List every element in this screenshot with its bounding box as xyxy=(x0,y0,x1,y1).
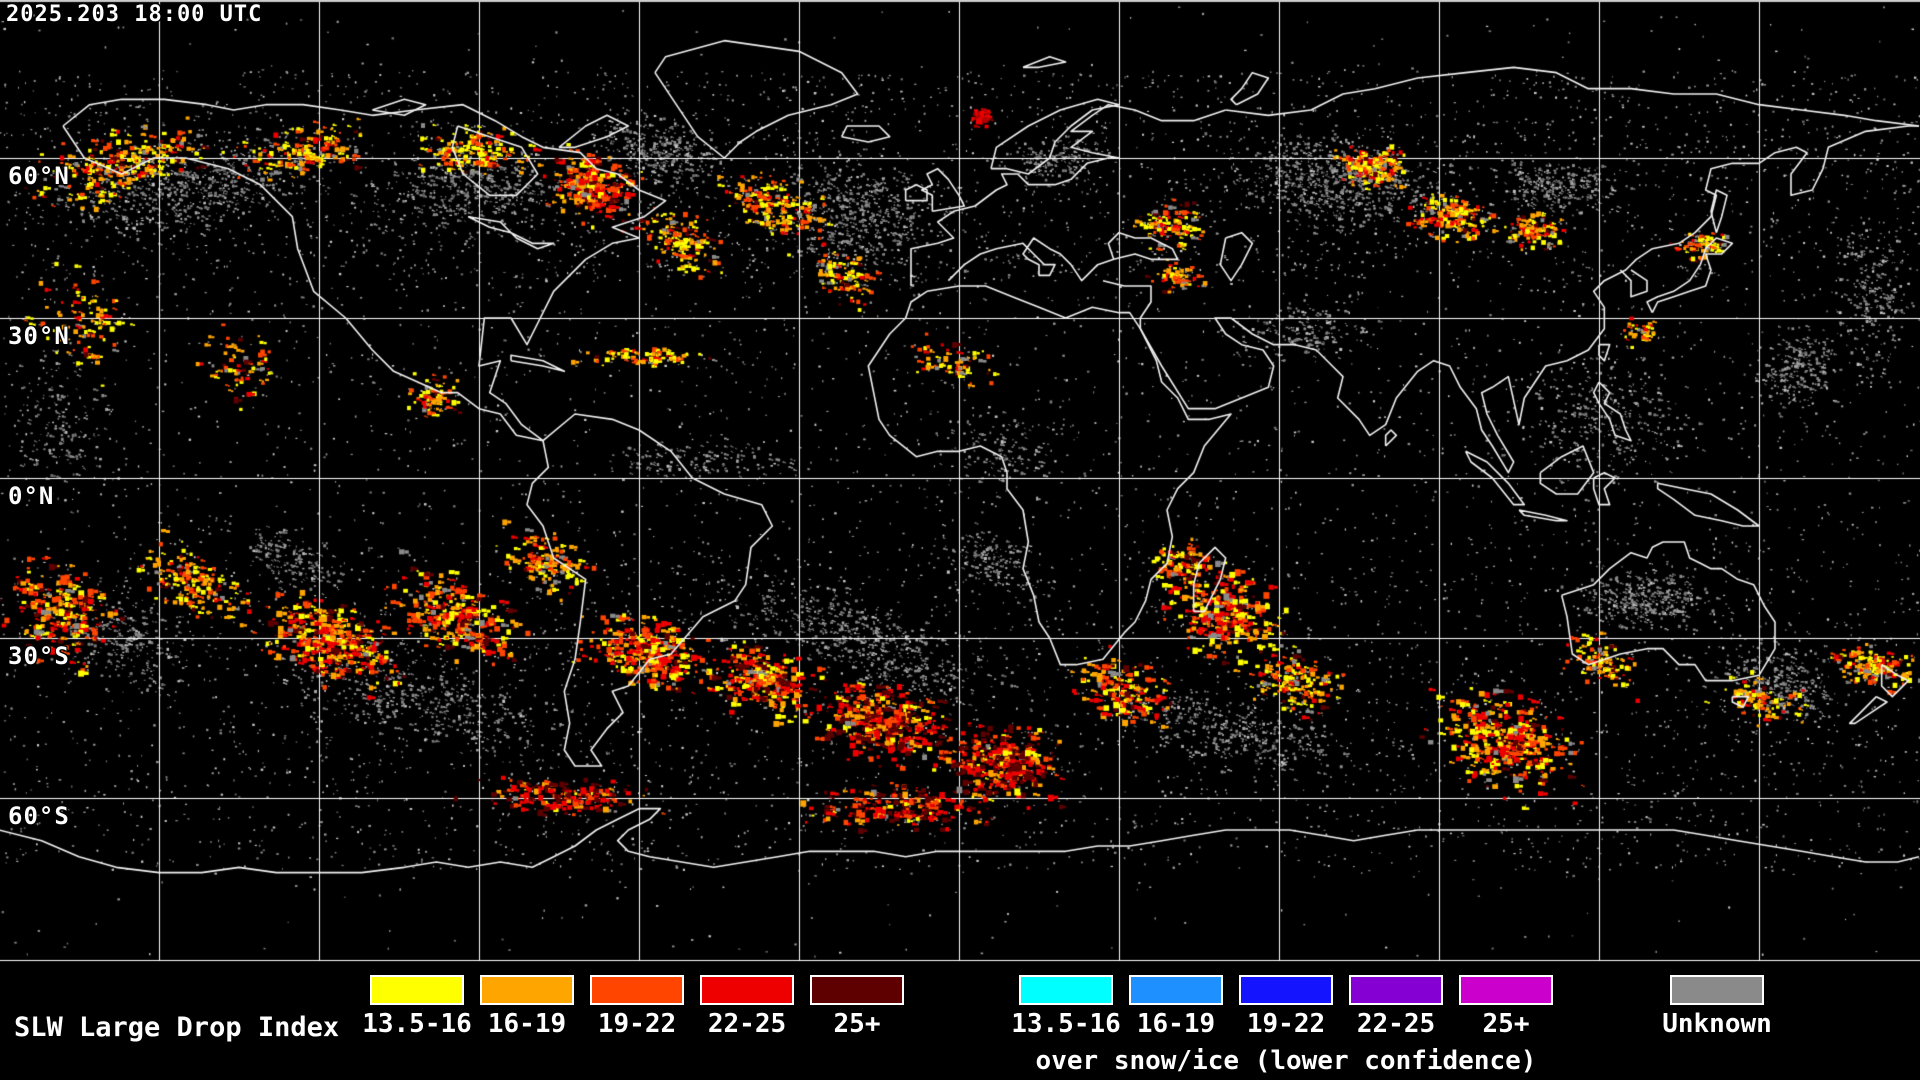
legend-bin-snow-3: 19-22 xyxy=(1216,975,1356,1039)
bin-label: 19-22 xyxy=(597,1009,677,1039)
swatch-snow-16-19 xyxy=(1129,975,1223,1005)
bin-label: 16-19 xyxy=(1136,1009,1216,1039)
legend-bin-normal-2: 16-19 xyxy=(457,975,597,1039)
legend-bin-snow-5: 25+ xyxy=(1436,975,1576,1039)
legend-title: SLW Large Drop Index xyxy=(14,1012,340,1043)
bin-label: 19-22 xyxy=(1246,1009,1326,1039)
bin-label: 16-19 xyxy=(487,1009,567,1039)
swatch-normal-19-22 xyxy=(590,975,684,1005)
legend-bin-normal-4: 22-25 xyxy=(677,975,817,1039)
legend-bin-snow-2: 16-19 xyxy=(1106,975,1246,1039)
lat-label-0n: 0°N xyxy=(8,482,55,510)
bin-label: 13.5-16 xyxy=(362,1009,472,1039)
legend-bin-normal-3: 19-22 xyxy=(567,975,707,1039)
bin-label: 13.5-16 xyxy=(1011,1009,1121,1039)
swatch-unknown xyxy=(1670,975,1764,1005)
bin-label: 25+ xyxy=(833,1009,881,1039)
swatch-snow-25plus xyxy=(1459,975,1553,1005)
legend-bin-snow-1: 13.5-16 xyxy=(996,975,1136,1039)
legend: SLW Large Drop Index 13.5-16 16-19 19-22… xyxy=(0,962,1920,1080)
legend-bin-snow-4: 22-25 xyxy=(1326,975,1466,1039)
swatch-normal-22-25 xyxy=(700,975,794,1005)
swatch-normal-13.5-16 xyxy=(370,975,464,1005)
lat-label-30s: 30°S xyxy=(8,642,70,670)
swatch-normal-16-19 xyxy=(480,975,574,1005)
legend-bin-unknown: Unknown xyxy=(1647,975,1787,1039)
legend-bin-normal-1: 13.5-16 xyxy=(347,975,487,1039)
timestamp: 2025.203 18:00 UTC xyxy=(6,2,263,27)
bin-label: Unknown xyxy=(1662,1009,1772,1039)
lat-label-60s: 60°S xyxy=(8,802,70,830)
snow-ice-caption: over snow/ice (lower confidence) xyxy=(1035,1046,1537,1076)
world-map-canvas xyxy=(0,0,1920,962)
swatch-snow-13.5-16 xyxy=(1019,975,1113,1005)
swatch-snow-22-25 xyxy=(1349,975,1443,1005)
bin-label: 22-25 xyxy=(707,1009,787,1039)
lat-label-60n: 60°N xyxy=(8,162,70,190)
swatch-normal-25plus xyxy=(810,975,904,1005)
bin-label: 25+ xyxy=(1482,1009,1530,1039)
legend-bin-normal-5: 25+ xyxy=(787,975,927,1039)
lat-label-30n: 30°N xyxy=(8,322,70,350)
swatch-snow-19-22 xyxy=(1239,975,1333,1005)
bin-label: 22-25 xyxy=(1356,1009,1436,1039)
